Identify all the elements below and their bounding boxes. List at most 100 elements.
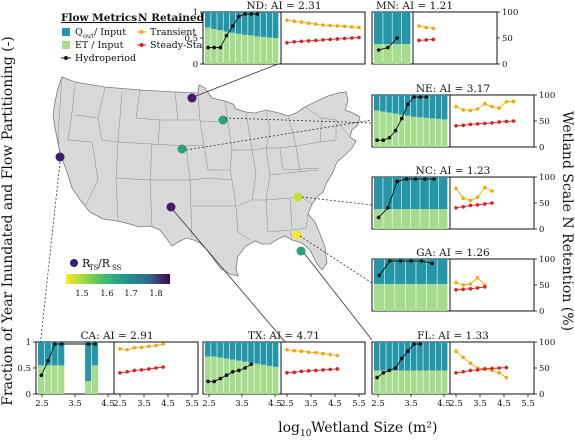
bar-qout <box>235 12 242 34</box>
hydroperiod-point <box>386 206 390 210</box>
hydroperiod-point <box>377 273 382 278</box>
bar-et <box>392 44 402 64</box>
hydroperiod-point <box>53 342 57 346</box>
bar-qout <box>217 12 223 31</box>
inset-title: ND: AI = 2.31 <box>246 0 321 12</box>
inset-nc: NC: AI = 1.23 0 50 100 <box>371 165 555 235</box>
hydroperiod-point <box>230 370 235 374</box>
bar-qout <box>441 342 448 371</box>
hydroperiod-point <box>59 342 64 346</box>
hydroperiod-point <box>249 12 254 16</box>
bar-et <box>383 209 392 229</box>
steady-point <box>118 371 122 375</box>
bar-qout <box>38 342 45 366</box>
bar-et <box>405 283 416 311</box>
transient-point <box>511 99 516 104</box>
x-tick-label: 2.5 <box>371 399 385 409</box>
bar-et <box>205 356 211 394</box>
hydroperiod-point <box>375 138 379 142</box>
bar-qout <box>374 95 380 111</box>
bar-et <box>411 209 420 229</box>
hydroperiod-point <box>237 14 241 19</box>
y-tick-right-label: 100 <box>539 173 555 183</box>
bar-et <box>211 356 217 394</box>
steady-point <box>321 368 325 372</box>
x-axis-label: log 10 Wetland Size (m²) <box>278 420 437 439</box>
colorbar-label: R TS /R SS <box>82 257 122 272</box>
steady-point <box>454 206 458 210</box>
y-tick-right-label: 100 <box>539 338 555 348</box>
steady-point <box>292 370 297 375</box>
bar-qout <box>58 342 65 366</box>
legend-qout-text: Q <box>75 27 83 38</box>
bar-et <box>420 209 429 229</box>
bar-et <box>386 112 392 147</box>
steady-point <box>154 366 158 370</box>
steady-point <box>454 288 458 292</box>
hydroperiod-point <box>86 342 91 346</box>
steady-point <box>483 202 487 206</box>
bar-et <box>398 370 405 394</box>
transient-point <box>468 108 473 113</box>
hydroperiod-point <box>409 259 413 263</box>
steady-point <box>504 365 509 370</box>
map-point-tx <box>166 202 176 212</box>
bar-qout <box>44 342 51 366</box>
transient-point <box>321 351 325 356</box>
hydroperiod-point <box>413 177 418 181</box>
steady-point <box>475 368 480 372</box>
hydroperiod-point <box>39 373 44 378</box>
bar-et <box>438 209 448 229</box>
steady-point <box>504 119 509 124</box>
x-tick-label: 4.5 <box>268 399 282 409</box>
colorbar-label-slash: /R <box>98 257 111 270</box>
bar-qout <box>217 342 223 358</box>
bar-et <box>374 283 384 311</box>
hydroperiod-point <box>381 138 386 142</box>
bar-et <box>91 365 98 394</box>
bar-et <box>38 365 45 394</box>
bar-qout <box>380 342 386 371</box>
transient-point <box>125 347 129 352</box>
steady-point <box>468 203 473 208</box>
inset-ne: NE: AI = 3.17 0 50 100 <box>371 83 555 153</box>
steady-point <box>314 368 318 373</box>
steady-point <box>511 119 516 123</box>
y-tick-right-label: 0 <box>539 225 544 235</box>
bar-qout <box>85 342 92 381</box>
hydroperiod-point <box>206 379 210 384</box>
bar-qout <box>405 259 416 284</box>
bar-et <box>254 36 260 64</box>
bar-et <box>235 360 242 394</box>
bar-et <box>260 36 267 64</box>
transient-point <box>132 346 137 350</box>
x-tick-label: 5.5 <box>521 399 535 409</box>
x-axis-label-rest: Wetland Size (m²) <box>311 420 437 436</box>
hydroperiod-point <box>419 259 424 263</box>
steady-point <box>306 39 311 43</box>
inset-title: TX: AI = 4.71 <box>248 330 320 342</box>
bar-qout <box>374 259 384 284</box>
steady-point <box>314 38 318 43</box>
x-tick-label: 3.5 <box>473 399 487 409</box>
transient-point <box>335 353 340 358</box>
bar-et <box>395 283 406 311</box>
legend-hydro-label: Hydroperiod <box>75 53 136 64</box>
hydroperiod-point <box>386 45 390 50</box>
transient-point <box>118 347 122 351</box>
bar-qout <box>435 342 442 371</box>
bar-et <box>411 116 417 147</box>
bar-et <box>384 283 395 311</box>
steady-point <box>468 368 473 373</box>
y-tick-right-label: 0 <box>502 60 507 70</box>
bar-et <box>401 44 411 64</box>
bar-qout <box>411 177 420 210</box>
legend-et-label: ET / Input <box>75 40 124 51</box>
hydroperiod-point <box>212 45 217 50</box>
bar-qout <box>417 342 423 371</box>
bar-qout <box>383 177 392 210</box>
transient-point <box>299 20 304 24</box>
x-tick-label: 4.5 <box>497 399 511 409</box>
bar-qout <box>401 12 411 45</box>
x-tick-label: 4.5 <box>101 399 115 409</box>
